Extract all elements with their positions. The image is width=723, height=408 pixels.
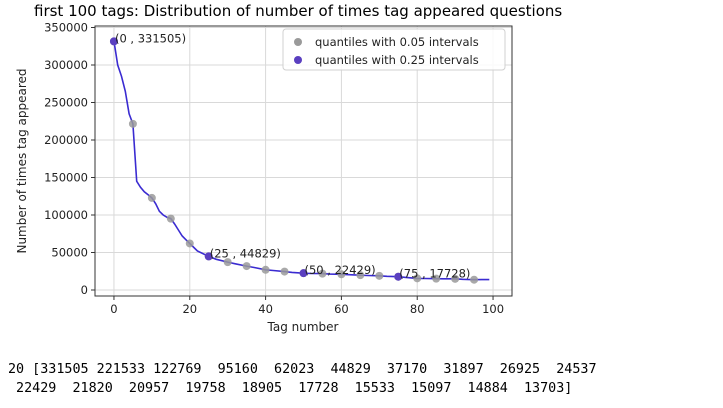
- console-output: 20 [331505 221533 122769 95160 62023 448…: [8, 360, 597, 398]
- legend-box: [282, 28, 506, 71]
- y-tick-label: 350000: [44, 21, 88, 35]
- quantile-0.05-point: [166, 214, 175, 223]
- chart-title: first 100 tags: Distribution of number o…: [34, 2, 562, 20]
- x-tick-label: 20: [182, 302, 197, 316]
- y-tick-label: 50000: [51, 246, 88, 260]
- legend-label-0.05: quantiles with 0.05 intervals: [315, 35, 479, 49]
- quantile-0.25-point: [394, 272, 403, 281]
- x-tick-label: 80: [410, 302, 425, 316]
- quantile-0.05-point: [223, 258, 232, 267]
- y-tick-label: 0: [81, 283, 88, 297]
- annotation-label: (75 , 17728): [399, 267, 470, 281]
- plot-frame: [94, 25, 513, 297]
- quantile-0.05-point: [280, 267, 289, 276]
- x-axis-label: Tag number: [267, 320, 339, 334]
- y-tick-label: 200000: [44, 133, 88, 147]
- annotation-label: (50 , 22429): [305, 263, 376, 277]
- legend-marker-0.05: [294, 38, 302, 46]
- quantile-0.25-point: [299, 269, 308, 278]
- quantile-0.25-point: [204, 252, 213, 261]
- y-tick-label: 300000: [44, 58, 88, 72]
- quantile-0.05-point: [147, 193, 156, 202]
- y-tick-label: 150000: [44, 171, 88, 185]
- output-line-2: 22429 21820 20957 19758 18905 17728 1553…: [8, 381, 573, 396]
- quantile-0.05-point: [318, 269, 327, 278]
- data-points: [109, 37, 479, 284]
- quantile-0.25-point: [109, 37, 118, 46]
- series-line: [113, 41, 490, 281]
- y-axis-label: Number of times tag appeared: [15, 68, 29, 253]
- y-tick-label: 100000: [44, 208, 88, 222]
- x-tick-label: 60: [334, 302, 349, 316]
- x-axis-ticks: 0 20 40 60 80 100: [110, 296, 504, 316]
- quantile-0.05-point: [451, 274, 460, 283]
- y-tick-label: 250000: [44, 96, 88, 110]
- x-tick-label: 40: [258, 302, 273, 316]
- legend: quantiles with 0.05 intervals quantiles …: [282, 28, 506, 71]
- quantile-0.05-point: [470, 275, 479, 284]
- annotation-label: (25 , 44829): [210, 246, 281, 260]
- quantile-0.05-point: [356, 271, 365, 280]
- legend-label-0.25: quantiles with 0.25 intervals: [315, 53, 479, 67]
- x-tick-label: 100: [482, 302, 504, 316]
- x-tick-label: 0: [110, 302, 117, 316]
- quantile-0.05-point: [261, 265, 270, 274]
- output-line-1: 20 [331505 221533 122769 95160 62023 448…: [8, 362, 597, 377]
- quantile-0.05-point: [413, 274, 422, 283]
- quantile-0.05-point: [128, 119, 137, 128]
- annotation-label: (0 , 331505): [115, 31, 186, 45]
- quantile-0.05-point: [432, 274, 441, 283]
- legend-marker-0.25: [294, 56, 302, 64]
- quantile-0.05-point: [375, 271, 384, 280]
- quantile-0.05-point: [185, 239, 194, 248]
- line-chart: first 100 tags: Distribution of number o…: [15, 2, 562, 334]
- annotations: (0 , 331505) (25 , 44829) (50 , 22429) (75 …: [115, 31, 470, 280]
- quantile-0.05-point: [242, 262, 251, 271]
- quantile-0.05-point: [337, 270, 346, 279]
- y-axis-ticks: 0 50000 100000 150000 200000 250000 300000 3500…: [44, 21, 95, 297]
